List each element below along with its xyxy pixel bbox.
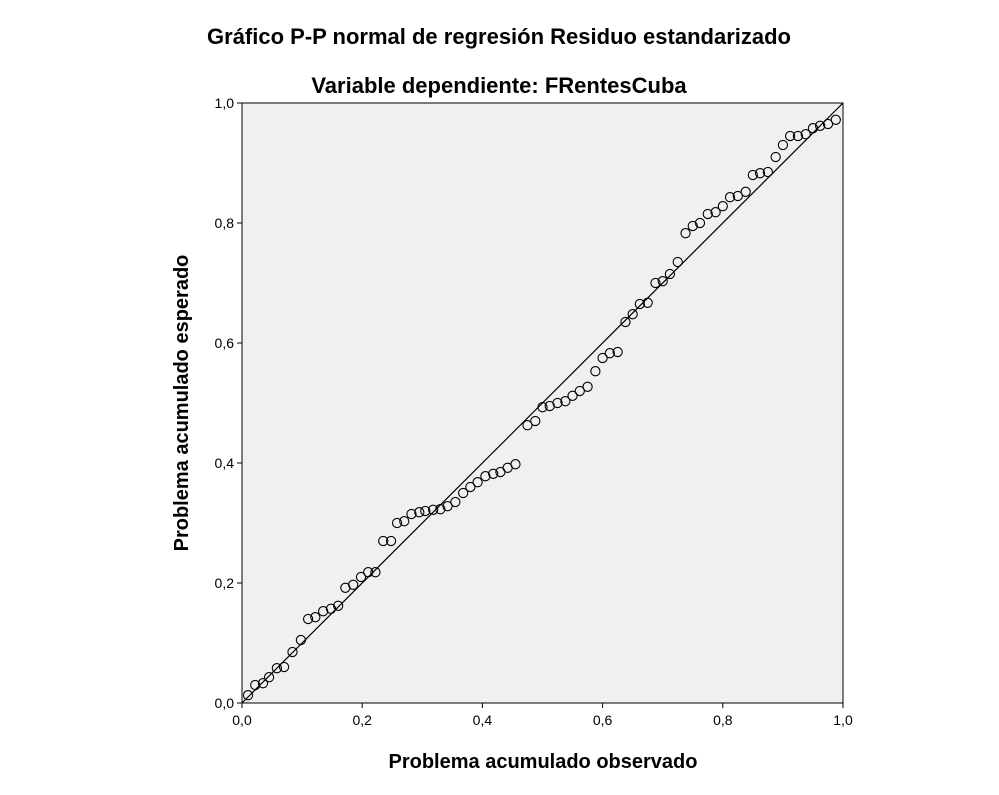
x-tick-label: 0,8 <box>713 712 733 728</box>
data-point <box>370 567 381 578</box>
data-point <box>450 496 461 508</box>
data-point <box>348 579 359 590</box>
data-point <box>287 646 298 658</box>
data-point <box>627 309 638 320</box>
data-point <box>620 316 631 328</box>
data-point <box>582 381 593 392</box>
data-point <box>634 298 646 310</box>
data-point <box>458 487 469 499</box>
data-point <box>420 505 431 517</box>
data-point <box>657 276 668 287</box>
data-point <box>363 567 374 578</box>
data-point <box>710 207 721 218</box>
data-point <box>378 535 389 547</box>
data-point <box>263 672 275 683</box>
data-point <box>590 366 601 377</box>
data-point <box>257 678 269 689</box>
data-point <box>574 385 585 397</box>
y-axis-label: Problema acumulado esperado <box>171 255 193 552</box>
y-tick-label: 1,0 <box>215 95 235 111</box>
x-tick-label: 1,0 <box>833 712 853 728</box>
data-point <box>784 130 796 142</box>
data-point <box>435 504 446 515</box>
data-point <box>333 600 344 611</box>
chart-title: Gráfico P-P normal de regresión Residuo … <box>207 24 791 49</box>
data-point <box>642 297 653 308</box>
x-tick-label: 0,0 <box>232 712 252 728</box>
data-point <box>680 228 691 239</box>
data-point <box>597 352 608 364</box>
data-point <box>427 504 439 515</box>
data-point <box>672 256 683 268</box>
data-point <box>295 634 307 646</box>
data-point <box>664 268 676 280</box>
data-point <box>777 139 789 151</box>
data-point <box>537 402 548 413</box>
data-point <box>717 201 728 212</box>
data-point <box>740 186 751 197</box>
y-tick-label: 0,8 <box>215 215 235 231</box>
data-point <box>406 508 417 520</box>
chart-subtitle: Variable dependiente: FRentesCuba <box>311 73 687 98</box>
data-point <box>702 208 713 220</box>
data-point <box>552 397 563 409</box>
data-point <box>480 471 491 482</box>
data-point <box>510 459 521 470</box>
data-point <box>612 346 623 358</box>
data-point <box>604 348 615 359</box>
data-point <box>522 420 533 431</box>
data-point <box>792 130 804 142</box>
data-point <box>830 114 841 125</box>
data-point <box>278 661 290 673</box>
data-point <box>414 507 425 518</box>
data-point <box>488 468 499 479</box>
data-point <box>747 169 758 181</box>
data-point <box>724 192 736 203</box>
data-point <box>399 516 410 527</box>
data-point <box>800 129 811 140</box>
data-point <box>317 606 329 617</box>
data-point <box>762 166 774 178</box>
data-point <box>442 501 453 512</box>
data-point <box>530 415 541 427</box>
y-tick-label: 0,6 <box>215 335 235 351</box>
data-point <box>567 390 578 401</box>
data-point <box>472 477 483 488</box>
x-tick-label: 0,4 <box>473 712 493 728</box>
data-point <box>807 123 819 134</box>
data-point <box>650 277 661 289</box>
x-tick-label: 0,2 <box>352 712 372 728</box>
data-point <box>271 663 283 674</box>
data-point <box>391 517 403 529</box>
data-point <box>355 571 367 583</box>
x-axis-label: Problema acumulado observado <box>389 751 698 773</box>
data-point <box>242 690 254 701</box>
data-point <box>822 118 834 130</box>
data-point <box>310 612 321 623</box>
data-point <box>302 613 314 625</box>
data-point <box>770 151 781 163</box>
data-point <box>250 679 261 691</box>
data-point <box>815 120 826 131</box>
data-point <box>687 220 698 232</box>
data-point <box>465 481 476 493</box>
x-tick-label: 0,6 <box>593 712 613 728</box>
y-tick-label: 0,4 <box>215 455 235 471</box>
data-point <box>560 396 571 407</box>
data-point <box>325 603 337 614</box>
data-point <box>754 168 766 179</box>
data-point <box>694 217 706 229</box>
data-point <box>732 190 743 202</box>
data-point <box>385 535 397 547</box>
y-tick-label: 0,0 <box>215 695 235 711</box>
y-tick-label: 0,2 <box>215 575 235 591</box>
